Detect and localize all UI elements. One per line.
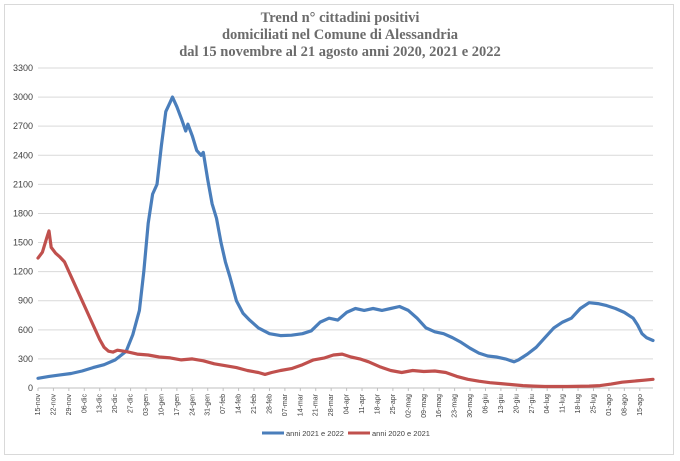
x-tick-label: 30-mag [467, 394, 474, 418]
x-tick-label: 14-mar [297, 393, 304, 416]
x-tick-label: 21-mar [313, 393, 320, 416]
x-tick-label: 07-feb [220, 394, 227, 414]
x-tick-label: 22-nov [50, 394, 57, 416]
y-tick-label: 2100 [13, 179, 33, 189]
y-tick-label: 1800 [13, 208, 33, 218]
x-tick-label: 18-lug [575, 394, 582, 414]
y-tick-label: 3300 [13, 63, 33, 73]
y-tick-label: 3000 [13, 92, 33, 102]
x-tick-label: 18-apr [374, 393, 381, 414]
x-tick-label: 11-apr [359, 393, 366, 413]
y-axis: 0 300 600 900 1200 1500 1800 2100 2400 2700 3000 33… [13, 63, 653, 393]
series-line-2 [36, 229, 655, 389]
y-tick-label: 2700 [13, 121, 33, 131]
x-tick-label: 04-apr [344, 393, 351, 414]
y-tick-label: 1200 [13, 267, 33, 277]
x-tick-label: 06-dic [81, 394, 88, 414]
x-tick-label: 15-nov [35, 394, 42, 416]
x-tick-label: 02-mag [405, 394, 412, 418]
x-tick-label: 08-ago [621, 394, 628, 416]
x-axis: 15-nov 22-nov 29-nov 06-dic 13-dic 20-dic 27-d… [35, 388, 644, 418]
x-tick-label: 27-dic [128, 394, 135, 414]
x-tick-label: 29-nov [66, 394, 73, 416]
x-tick-label: 28-mar [328, 393, 335, 416]
y-tick-label: 900 [18, 296, 33, 306]
x-tick-label: 31-gen [205, 394, 212, 416]
x-tick-label: 07-mar [282, 393, 289, 416]
x-tick-label: 21-feb [251, 394, 258, 414]
x-tick-label: 17-gen [174, 394, 181, 416]
x-tick-label: 03-gen [143, 394, 150, 416]
y-tick-label: 0 [28, 383, 33, 393]
x-tick-label: 10-gen [158, 394, 165, 416]
chart-title: Trend n° cittadini positivi domiciliati … [0, 10, 680, 61]
x-tick-label: 11-lug [560, 394, 567, 413]
x-tick-label: 14-feb [236, 394, 243, 414]
series-line-1 [36, 95, 655, 380]
x-tick-label: 20-dic [112, 394, 119, 414]
x-tick-label: 23-mag [452, 394, 459, 418]
y-tick-label: 600 [18, 325, 33, 335]
x-tick-label: 27-giu [529, 394, 536, 414]
x-tick-label: 25-apr [390, 393, 397, 414]
x-tick-label: 06-giu [482, 394, 489, 414]
legend-label-1: anni 2021 e 2022 [286, 429, 344, 438]
series-lines [36, 95, 655, 389]
x-tick-label: 04-lug [544, 394, 551, 414]
x-tick-label: 16-mag [436, 394, 443, 418]
x-tick-label: 13-dic [97, 394, 104, 414]
chart-title-line-2: domiciliati nel Comune di Alessandria [221, 27, 459, 43]
chart-title-line-3: dal 15 novembre al 21 agosto anni 2020, … [179, 44, 501, 60]
x-tick-label: 09-mag [421, 394, 428, 418]
y-tick-label: 2400 [13, 150, 33, 160]
x-tick-label: 01-ago [606, 394, 613, 416]
y-tick-label: 1500 [13, 238, 33, 248]
legend: anni 2021 e 2022 anni 2020 e 2021 [262, 429, 430, 438]
chart-title-line-1: Trend n° cittadini positivi [260, 10, 420, 26]
legend-label-2: anni 2020 e 2021 [372, 429, 430, 438]
x-tick-label: 20-giu [513, 394, 520, 414]
plot-area [38, 68, 653, 388]
x-tick-label: 25-lug [590, 394, 597, 414]
x-tick-label: 24-gen [189, 394, 196, 416]
x-tick-label: 15-ago [637, 394, 644, 416]
x-tick-label: 28-feb [266, 394, 273, 414]
x-tick-label: 13-giu [498, 394, 505, 414]
y-tick-label: 300 [18, 354, 33, 364]
